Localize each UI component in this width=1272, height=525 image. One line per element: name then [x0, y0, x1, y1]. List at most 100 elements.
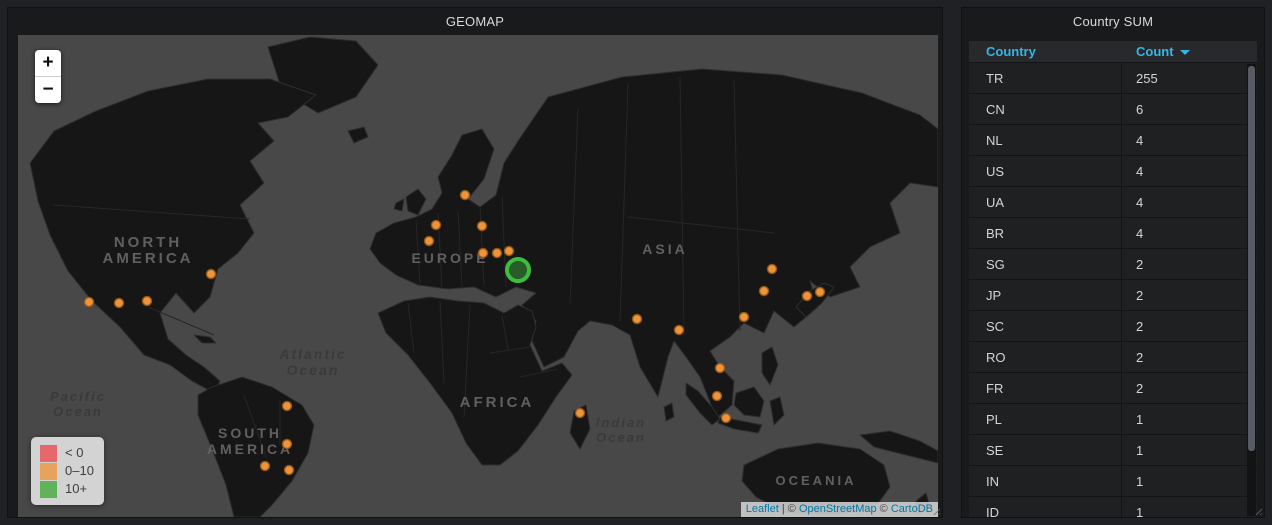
country-cell: RO — [969, 342, 1122, 372]
map-zoom-control: + − — [35, 50, 61, 103]
map-marker-dot[interactable] — [801, 290, 813, 302]
table-row: BR 4 — [969, 218, 1257, 249]
map-marker-dot[interactable] — [814, 286, 826, 298]
country-cell: SE — [969, 435, 1122, 465]
count-cell: 1 — [1136, 411, 1144, 427]
country-cell: IN — [969, 466, 1122, 496]
map-marker-dot[interactable] — [259, 460, 271, 472]
map-marker-selected[interactable] — [505, 257, 531, 283]
country-cell: US — [969, 156, 1122, 186]
attribution-link[interactable]: Leaflet — [745, 503, 779, 515]
attribution-text: © — [876, 503, 891, 515]
map-marker-dot[interactable] — [281, 438, 293, 450]
map-marker-dot[interactable] — [423, 235, 435, 247]
map-marker-dot[interactable] — [281, 400, 293, 412]
column-header-count[interactable]: Count — [1122, 44, 1257, 59]
map-label-asia: ASIA — [642, 241, 687, 257]
country-sum-panel: Country SUM Country Count TR 255 CN 6 NL 4 US 4… — [962, 8, 1264, 517]
map-label-oceania: OCEANIA — [776, 473, 857, 488]
count-cell: 4 — [1136, 194, 1144, 210]
map-marker-dot[interactable] — [205, 268, 217, 280]
legend-item: < 0 — [40, 444, 94, 462]
table-scrollbar-thumb[interactable] — [1248, 66, 1255, 451]
zoom-out-button[interactable]: − — [35, 77, 61, 103]
map-marker-dot[interactable] — [141, 295, 153, 307]
legend-item: 0–10 — [40, 462, 94, 480]
zoom-in-button[interactable]: + — [35, 50, 61, 77]
map-label-america: AMERICA — [207, 441, 293, 457]
count-cell: 2 — [1136, 349, 1144, 365]
legend-item: 10+ — [40, 480, 94, 498]
map-marker-dot[interactable] — [714, 362, 726, 374]
table-row: SC 2 — [969, 311, 1257, 342]
country-cell: SC — [969, 311, 1122, 341]
map-marker-dot[interactable] — [574, 407, 586, 419]
map-label-africa: AFRICA — [460, 394, 535, 411]
map-label-north: NORTH — [114, 234, 182, 251]
country-cell: TR — [969, 63, 1122, 93]
map-attribution: Leaflet | © OpenStreetMap © CartoDB — [740, 502, 938, 517]
table-row: JP 2 — [969, 280, 1257, 311]
table-row: SE 1 — [969, 435, 1257, 466]
country-cell: FR — [969, 373, 1122, 403]
country-cell: ID — [969, 497, 1122, 517]
map-marker-dot[interactable] — [673, 324, 685, 336]
map-marker-dot[interactable] — [720, 412, 732, 424]
country-cell: PL — [969, 404, 1122, 434]
map-marker-dot[interactable] — [113, 297, 125, 309]
legend-label: < 0 — [65, 445, 84, 460]
map-marker-dot[interactable] — [430, 219, 442, 231]
count-cell: 1 — [1136, 504, 1144, 518]
map-marker-dot[interactable] — [491, 247, 503, 259]
map-marker-dot[interactable] — [476, 220, 488, 232]
map-marker-dot[interactable] — [631, 313, 643, 325]
map-marker-dot[interactable] — [758, 285, 770, 297]
panel-resize-handle[interactable] — [1253, 506, 1262, 515]
geomap-canvas[interactable]: NORTH AMERICA EUROPE ASIA AFRICA SOUTH AMERICA… — [18, 35, 938, 517]
count-cell: 4 — [1136, 132, 1144, 148]
table-row: UA 4 — [969, 187, 1257, 218]
table-row: TR 255 — [969, 63, 1257, 94]
attribution-link[interactable]: CartoDB — [890, 503, 933, 515]
count-cell: 2 — [1136, 380, 1144, 396]
count-cell: 2 — [1136, 318, 1144, 334]
sort-desc-icon — [1179, 50, 1190, 55]
count-cell: 1 — [1136, 473, 1144, 489]
legend-label: 0–10 — [65, 463, 94, 478]
legend-swatch — [40, 462, 57, 480]
map-marker-dot[interactable] — [283, 464, 295, 476]
table-row: US 4 — [969, 156, 1257, 187]
table-row: ID 1 — [969, 497, 1257, 517]
map-marker-dot[interactable] — [503, 245, 515, 257]
country-cell: SG — [969, 249, 1122, 279]
map-label-ocean: Ocean — [287, 362, 340, 378]
table-body: TR 255 CN 6 NL 4 US 4 UA 4 BR 4 SG 2 JP 2 SC 2 RO 2 FR 2 PL 1 SE… — [969, 63, 1257, 517]
country-cell: JP — [969, 280, 1122, 310]
geomap-panel-title[interactable]: GEOMAP — [445, 14, 505, 29]
table-row: IN 1 — [969, 466, 1257, 497]
count-cell: 4 — [1136, 163, 1144, 179]
table-row: NL 4 — [969, 125, 1257, 156]
count-cell: 6 — [1136, 101, 1144, 117]
map-marker-dot[interactable] — [766, 263, 778, 275]
map-label-indian: Indian — [596, 415, 646, 430]
map-marker-dot[interactable] — [477, 247, 489, 259]
map-marker-dot[interactable] — [83, 296, 95, 308]
map-label-ocean: Ocean — [53, 404, 103, 419]
map-marker-dot[interactable] — [711, 390, 723, 402]
map-marker-dot[interactable] — [738, 311, 750, 323]
map-marker-dot[interactable] — [459, 189, 471, 201]
table-scrollbar[interactable] — [1247, 64, 1256, 516]
table-row: SG 2 — [969, 249, 1257, 280]
table-header-row: Country Count — [969, 41, 1257, 63]
country-cell: BR — [969, 218, 1122, 248]
column-header-country[interactable]: Country — [986, 44, 1036, 59]
country-sum-panel-title[interactable]: Country SUM — [1072, 14, 1154, 29]
map-label-europe: EUROPE — [411, 250, 488, 266]
count-cell: 255 — [1136, 70, 1158, 86]
count-cell: 4 — [1136, 225, 1144, 241]
attribution-link[interactable]: OpenStreetMap — [798, 503, 877, 515]
map-label-pacific: Pacific — [50, 389, 106, 404]
panel-resize-handle[interactable] — [931, 506, 940, 515]
